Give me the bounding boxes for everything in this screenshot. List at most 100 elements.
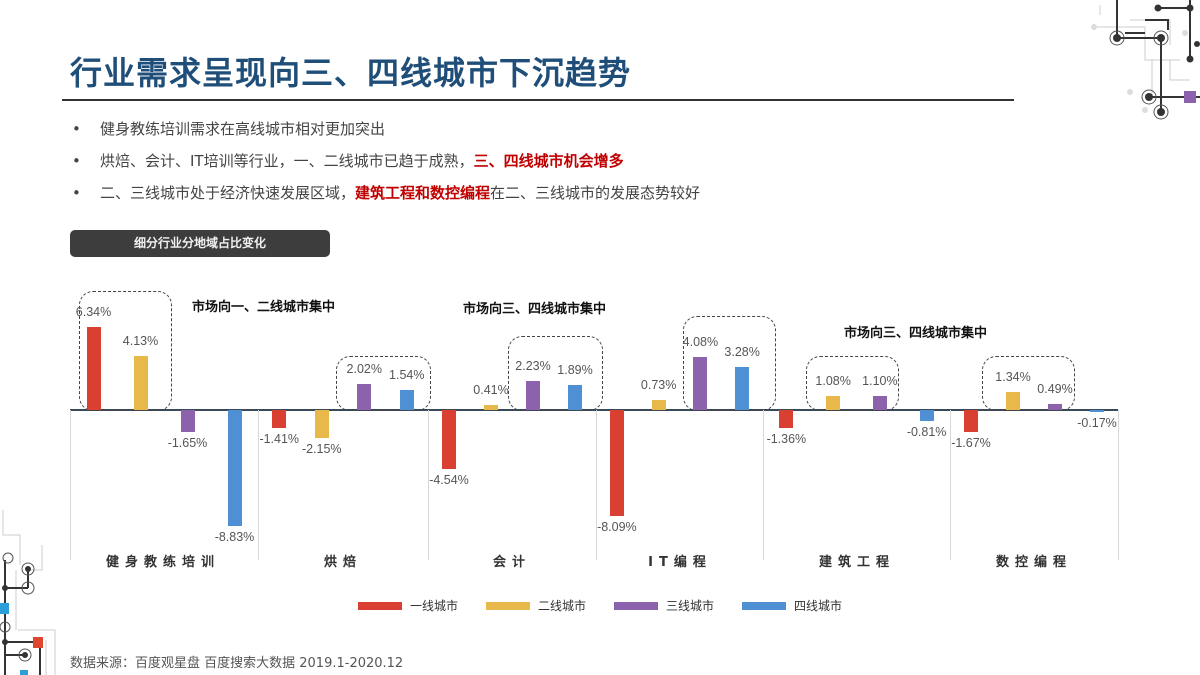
legend-swatch	[486, 601, 531, 610]
bar-value-label: 3.28%	[724, 345, 760, 360]
highlight-box	[683, 316, 776, 411]
group-divider	[70, 410, 71, 560]
group-divider	[1118, 410, 1119, 560]
legend-item-tier4: 四线城市	[742, 597, 842, 614]
bar-二线城市	[133, 355, 148, 410]
bullet-list: 健身教练培训需求在高线城市相对更加突出 烘焙、会计、IT培训等行业，一、二线城市…	[70, 116, 700, 212]
legend-swatch	[614, 601, 659, 610]
category-label: 健身教练培训	[105, 555, 221, 570]
bar-二线城市	[826, 395, 841, 410]
bar-三线城市	[1048, 403, 1062, 410]
bar-value-label: 0.49%	[1037, 381, 1073, 396]
group-divider	[428, 410, 429, 560]
bar-value-label: 1.08%	[815, 373, 851, 388]
highlight-box	[336, 356, 431, 411]
chart-legend: 一线城市 二线城市 三线城市 四线城市	[358, 597, 842, 614]
circuit-decoration-bottom-left	[0, 510, 56, 675]
group-divider	[763, 410, 764, 560]
bar-value-label: 1.54%	[389, 367, 425, 382]
data-source-note: 数据来源：百度观星盘 百度搜索大数据 2019.1-2020.12	[70, 656, 404, 671]
bar-三线城市	[693, 356, 708, 410]
annotation-concentrate-tier34: 市场向三、四线城市集中	[463, 302, 607, 317]
group-divider	[596, 410, 597, 560]
bar-value-label: -0.17%	[1077, 416, 1117, 431]
legend-label: 一线城市	[410, 599, 459, 613]
bar-四线城市	[399, 389, 414, 410]
bullet-highlight: 建筑工程和数控编程	[355, 184, 491, 202]
bar-三线城市	[526, 380, 540, 410]
legend-label: 四线城市	[794, 599, 843, 613]
bar-一线城市	[964, 410, 978, 432]
bullet-text: 二、三线城市处于经济快速发展区域，	[100, 184, 356, 202]
bar-四线城市	[568, 385, 582, 410]
bar-一线城市	[779, 410, 794, 428]
bar-value-label: 4.08%	[682, 334, 719, 349]
bar-二线城市	[1006, 392, 1020, 410]
bar-一线城市	[86, 326, 101, 410]
legend-swatch	[358, 601, 402, 610]
bullet-text: 烘焙、会计、IT培训等行业，一、二线城市已趋于成熟，	[100, 152, 474, 170]
bar-三线城市	[357, 383, 372, 410]
bullet-text: 健身教练培训需求在高线城市相对更加突出	[100, 120, 386, 138]
bar-四线城市	[227, 410, 242, 526]
bullet-item: 烘焙、会计、IT培训等行业，一、二线城市已趋于成熟，三、四线城市机会增多	[70, 148, 700, 180]
legend-swatch	[742, 601, 787, 610]
bar-value-label: -1.67%	[951, 435, 991, 450]
bar-value-label: 6.34%	[75, 304, 112, 319]
circuit-decoration-top-right	[1091, 0, 1200, 120]
bar-value-label: 1.89%	[557, 363, 593, 378]
bar-value-label: -1.65%	[167, 435, 208, 450]
bar-value-label: -8.83%	[214, 529, 255, 544]
bar-value-label: 2.02%	[346, 361, 382, 376]
bar-四线城市	[1090, 410, 1104, 413]
bar-一线城市	[609, 410, 624, 516]
group-divider	[950, 410, 951, 560]
bar-value-label: -1.41%	[259, 432, 300, 447]
bar-value-label: 0.41%	[473, 382, 509, 397]
bar-value-label: 4.13%	[122, 333, 159, 348]
bar-二线城市	[484, 404, 498, 410]
bar-value-label: -0.81%	[906, 424, 947, 439]
highlight-box	[508, 336, 603, 411]
bar-value-label: -8.09%	[597, 519, 637, 534]
section-label: 细分行业分地域占比变化	[70, 230, 330, 257]
annotation-concentrate-tier34: 市场向三、四线城市集中	[844, 326, 988, 341]
highlight-box	[982, 356, 1075, 411]
highlight-box	[806, 356, 899, 411]
title-divider	[62, 99, 1014, 101]
category-label: 数控编程	[995, 555, 1073, 570]
bar-四线城市	[919, 410, 934, 421]
bar-value-label: -2.15%	[301, 442, 342, 457]
highlight-box	[79, 291, 172, 411]
bar-四线城市	[735, 367, 750, 410]
bullet-item: 二、三线城市处于经济快速发展区域，建筑工程和数控编程在二、三线城市的发展态势较好	[70, 180, 700, 212]
bar-value-label: 1.10%	[862, 373, 898, 388]
page-title: 行业需求呈现向三、四线城市下沉趋势	[70, 54, 632, 92]
bullet-highlight: 三、四线城市机会增多	[473, 152, 624, 170]
group-divider	[258, 410, 259, 560]
bar-value-label: -1.36%	[766, 431, 807, 446]
legend-item-tier2: 二线城市	[486, 597, 586, 614]
bar-value-label: -4.54%	[429, 473, 469, 488]
legend-label: 三线城市	[666, 599, 715, 613]
category-label: 烘焙	[323, 555, 363, 570]
legend-item-tier3: 三线城市	[614, 597, 714, 614]
bar-value-label: 2.23%	[515, 358, 551, 373]
bullet-text-tail: 在二、三线城市的发展态势较好	[490, 184, 701, 202]
legend-label: 二线城市	[538, 599, 587, 613]
bar-一线城市	[442, 410, 456, 470]
legend-item-tier1: 一线城市	[358, 597, 458, 614]
bar-一线城市	[272, 410, 287, 429]
bar-value-label: 0.73%	[640, 378, 677, 393]
bullet-item: 健身教练培训需求在高线城市相对更加突出	[70, 116, 700, 148]
bar-三线城市	[180, 410, 195, 432]
bar-二线城市	[314, 410, 329, 439]
category-label: 建筑工程	[818, 555, 896, 570]
bar-二线城市	[651, 400, 666, 410]
annotation-concentrate-tier12: 市场向一、二线城市集中	[192, 300, 336, 315]
category-label: IT编程	[648, 555, 712, 570]
category-label: 会计	[492, 555, 532, 570]
bar-value-label: 1.34%	[995, 370, 1031, 385]
bar-三线城市	[872, 395, 887, 410]
